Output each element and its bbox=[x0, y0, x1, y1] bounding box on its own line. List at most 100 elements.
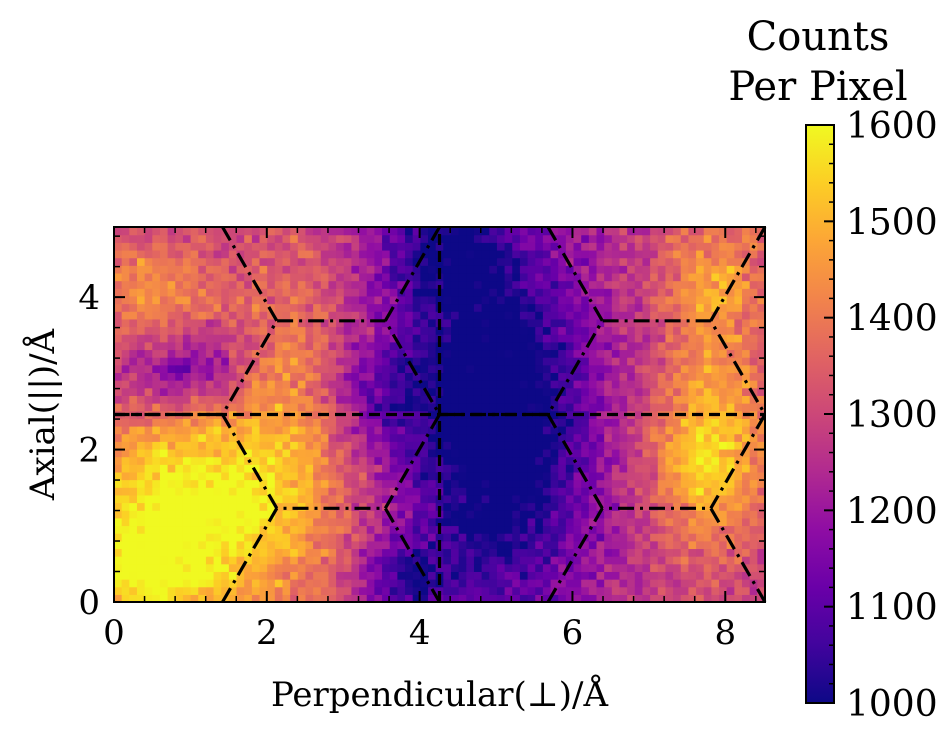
heatmap-cell bbox=[198, 303, 207, 312]
heatmap-cell bbox=[428, 249, 437, 259]
heatmap-cell bbox=[642, 494, 651, 504]
heatmap-cell bbox=[274, 357, 284, 366]
heatmap-cell bbox=[297, 372, 307, 381]
heatmap-cell bbox=[328, 579, 337, 588]
heatmap-cell bbox=[121, 594, 130, 603]
heatmap-cell bbox=[121, 249, 130, 259]
heatmap-cell bbox=[650, 563, 659, 572]
heatmap-cell bbox=[336, 510, 345, 519]
heatmap-cell bbox=[527, 586, 536, 595]
heatmap-cell bbox=[282, 494, 291, 504]
heatmap-cell bbox=[136, 571, 146, 580]
heatmap-cell bbox=[336, 556, 345, 565]
heatmap-cell bbox=[428, 517, 437, 527]
heatmap-cell bbox=[619, 471, 628, 481]
heatmap-cell bbox=[159, 318, 169, 328]
heatmap-cell bbox=[129, 494, 138, 504]
heatmap-cell bbox=[190, 594, 199, 603]
heatmap-cell bbox=[703, 502, 712, 511]
heatmap-cell bbox=[496, 517, 506, 527]
heatmap-cell bbox=[619, 410, 628, 419]
heatmap-cell bbox=[236, 242, 245, 251]
heatmap-cell bbox=[703, 341, 712, 351]
heatmap-cell bbox=[711, 380, 720, 389]
heatmap-cell bbox=[297, 571, 307, 580]
heatmap-cell bbox=[359, 540, 368, 550]
heatmap-cell bbox=[604, 548, 613, 557]
heatmap-cell bbox=[749, 387, 758, 396]
heatmap-cell bbox=[129, 525, 138, 534]
heatmap-cell bbox=[366, 479, 375, 488]
heatmap-cell bbox=[696, 249, 705, 259]
heatmap-cell bbox=[734, 471, 743, 481]
heatmap-cell bbox=[565, 249, 575, 259]
heatmap-cell bbox=[136, 380, 146, 389]
heatmap-cell bbox=[489, 249, 498, 259]
heatmap-cell bbox=[244, 418, 253, 427]
heatmap-cell bbox=[688, 533, 697, 542]
heatmap-cell bbox=[481, 280, 490, 289]
heatmap-cell bbox=[458, 234, 467, 243]
heatmap-cell bbox=[757, 456, 766, 465]
heatmap-cell bbox=[366, 433, 375, 442]
heatmap-cell bbox=[642, 418, 651, 427]
heatmap-cell bbox=[182, 441, 192, 450]
heatmap-cell bbox=[159, 326, 169, 335]
heatmap-cell bbox=[236, 494, 245, 504]
heatmap-cell bbox=[167, 556, 176, 565]
heatmap-cell bbox=[405, 387, 414, 396]
heatmap-cell bbox=[650, 418, 659, 427]
heatmap-cell bbox=[290, 441, 299, 450]
heatmap-cell bbox=[734, 510, 743, 519]
heatmap-cell bbox=[405, 425, 414, 435]
heatmap-cell bbox=[205, 571, 215, 580]
heatmap-cell bbox=[504, 548, 513, 557]
heatmap-cell bbox=[604, 280, 613, 289]
heatmap-cell bbox=[680, 464, 690, 473]
heatmap-cell bbox=[504, 418, 513, 427]
heatmap-cell bbox=[696, 510, 705, 519]
heatmap-cell bbox=[481, 326, 490, 335]
heatmap-cell bbox=[581, 410, 590, 419]
heatmap-cell bbox=[757, 242, 766, 251]
heatmap-cell bbox=[236, 303, 245, 312]
heatmap-cell bbox=[267, 280, 276, 289]
heatmap-cell bbox=[703, 586, 712, 595]
heatmap-cell bbox=[351, 579, 360, 588]
heatmap-cell bbox=[205, 395, 215, 404]
heatmap-cell bbox=[619, 326, 628, 335]
heatmap-cell bbox=[673, 433, 682, 442]
heatmap-cell bbox=[512, 556, 521, 565]
heatmap-cell bbox=[144, 318, 153, 328]
heatmap-cell bbox=[297, 334, 307, 343]
heatmap-cell bbox=[443, 349, 452, 358]
heatmap-cell bbox=[734, 556, 743, 565]
heatmap-cell bbox=[244, 479, 253, 488]
heatmap-cell bbox=[389, 227, 398, 236]
heatmap-cell bbox=[313, 494, 322, 504]
heatmap-cell bbox=[650, 586, 659, 595]
heatmap-cell bbox=[558, 349, 567, 358]
heatmap-cell bbox=[397, 510, 406, 519]
heatmap-cell bbox=[405, 242, 414, 251]
heatmap-cell bbox=[129, 464, 138, 473]
heatmap-cell bbox=[198, 517, 207, 527]
heatmap-cell bbox=[213, 448, 222, 458]
heatmap-cell bbox=[121, 563, 130, 572]
heatmap-cell bbox=[420, 341, 429, 351]
heatmap-cell bbox=[696, 433, 705, 442]
heatmap-cell bbox=[604, 272, 613, 282]
heatmap-cell bbox=[152, 372, 161, 381]
heatmap-cell bbox=[504, 303, 513, 312]
heatmap-cell bbox=[711, 563, 720, 572]
heatmap-cell bbox=[573, 372, 582, 381]
heatmap-cell bbox=[175, 295, 184, 305]
heatmap-cell bbox=[565, 533, 575, 542]
heatmap-cell bbox=[466, 334, 475, 343]
heatmap-cell bbox=[259, 257, 268, 266]
heatmap-cell bbox=[228, 334, 238, 343]
heatmap-cell bbox=[558, 540, 567, 550]
heatmap-cell bbox=[680, 517, 690, 527]
heatmap-cell bbox=[573, 311, 582, 320]
heatmap-cell bbox=[374, 579, 383, 588]
